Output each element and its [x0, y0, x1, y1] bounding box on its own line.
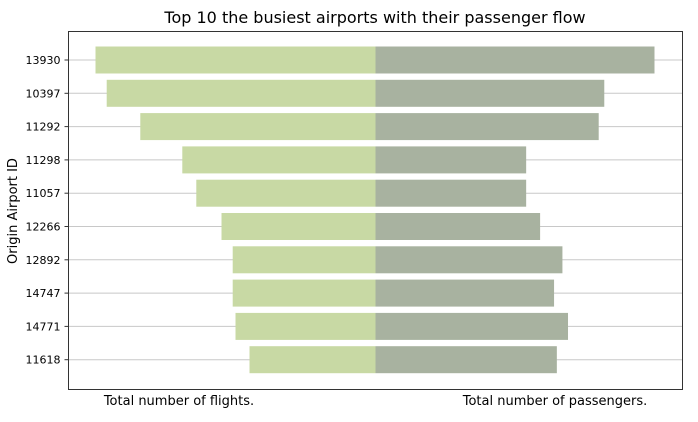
flights-bar-14771 — [235, 312, 376, 340]
right-series-label: Total number of passengers. — [462, 394, 648, 409]
passengers-bar-11292 — [375, 113, 599, 141]
flights-bar-10397 — [106, 79, 376, 107]
flights-bar-11292 — [140, 113, 376, 141]
chart-title: Top 10 the busiest airports with their p… — [163, 8, 585, 27]
y-tick-label: 10397 — [26, 87, 61, 100]
y-tick-label: 12266 — [26, 221, 61, 234]
flights-bar-11618 — [249, 346, 376, 374]
left-series-label: Total number of flights. — [103, 394, 254, 409]
y-axis: 13930 10397 11292 11298 11057 12266 12892 14747… — [26, 54, 69, 367]
flights-bar-11057 — [196, 179, 376, 207]
passengers-bar-13930 — [375, 46, 655, 74]
passengers-bar-12892 — [375, 246, 563, 274]
passengers-bar-12266 — [375, 213, 541, 240]
passengers-bar-11618 — [375, 346, 557, 374]
flights-bar-12266 — [221, 213, 376, 240]
plot-frame — [68, 31, 683, 390]
passengers-bar-14771 — [375, 312, 569, 340]
passengers-bar-10397 — [375, 79, 605, 107]
y-tick-label: 13930 — [26, 54, 61, 67]
y-tick-label: 11057 — [26, 187, 61, 200]
y-tick-label: 11292 — [26, 121, 61, 134]
flights-bar-11298 — [182, 146, 376, 174]
y-tick-label: 14771 — [26, 320, 61, 333]
y-tick-label: 11298 — [26, 154, 61, 167]
flights-bar-13930 — [95, 46, 376, 74]
y-tick-label: 14747 — [26, 287, 61, 300]
y-tick-label: 12892 — [26, 254, 61, 267]
passengers-bar-14747 — [375, 279, 555, 307]
bars — [95, 46, 655, 374]
passengers-bar-11298 — [375, 146, 527, 174]
y-tick-label: 11618 — [26, 354, 61, 367]
flights-bar-12892 — [232, 246, 376, 274]
passengers-bar-11057 — [375, 179, 527, 207]
flights-bar-14747 — [232, 279, 376, 307]
y-axis-label: Origin Airport ID — [6, 158, 21, 264]
